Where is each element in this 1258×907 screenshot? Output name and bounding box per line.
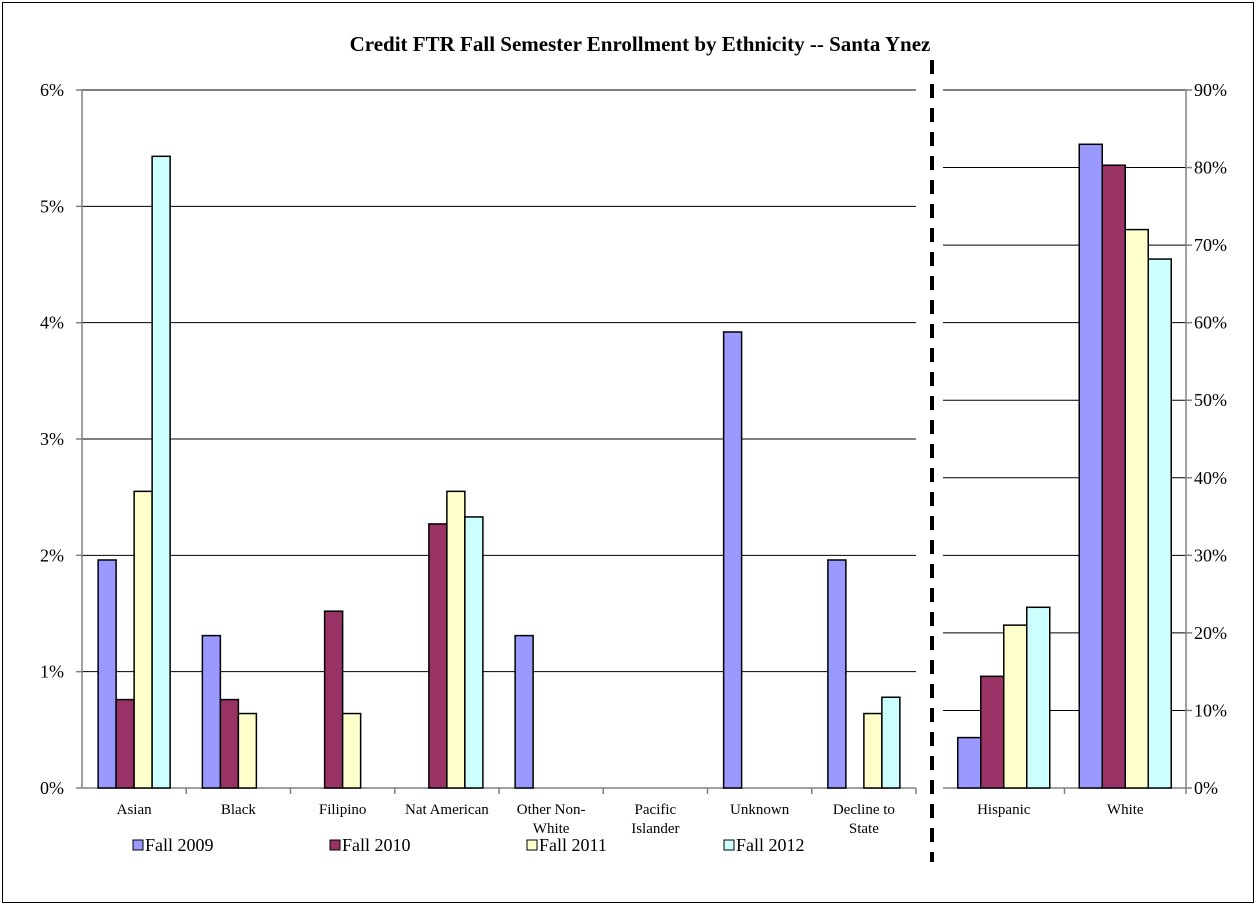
left-bar	[133, 490, 153, 789]
legend-label: Fall 2011	[539, 835, 607, 855]
left-y-tick-label: 4%	[40, 313, 64, 333]
left-bar	[323, 610, 344, 789]
right-y-tick-label: 50%	[1194, 390, 1227, 410]
left-bar	[446, 490, 466, 789]
legend-label: Fall 2010	[342, 835, 411, 855]
right-bar	[1003, 624, 1028, 789]
right-y-tick-label: 10%	[1194, 700, 1227, 720]
right-bar	[1026, 606, 1051, 789]
right-bar	[1101, 164, 1126, 789]
left-bar	[514, 634, 534, 789]
left-category-label: Nat American	[405, 802, 489, 818]
right-category-label: White	[1107, 802, 1144, 818]
left-bar	[115, 698, 135, 789]
chart-title: Credit FTR Fall Semester Enrollment by E…	[350, 32, 931, 56]
left-y-tick-label: 3%	[40, 429, 64, 449]
legend-label: Fall 2009	[145, 835, 214, 855]
right-y-tick-label: 80%	[1194, 158, 1227, 178]
right-y-tick-label: 60%	[1194, 313, 1227, 333]
left-category-label: Pacific	[635, 802, 677, 818]
left-bar	[201, 634, 222, 789]
legend-swatch	[132, 839, 144, 851]
right-y-tick-label: 30%	[1194, 545, 1227, 565]
right-y-tick-label: 40%	[1194, 468, 1227, 488]
left-category-label: Unknown	[730, 802, 790, 818]
right-y-tick-label: 70%	[1194, 235, 1227, 255]
left-category-label: State	[849, 821, 879, 837]
right-bar	[1078, 143, 1103, 789]
left-bar	[863, 712, 883, 789]
left-category-label: Filipino	[319, 802, 367, 818]
left-bar	[464, 516, 484, 789]
legend-swatch	[329, 839, 341, 851]
right-y-tick-label: 0%	[1194, 778, 1218, 798]
left-category-label: Black	[221, 802, 256, 818]
left-bar	[219, 698, 240, 789]
left-category-label: Islander	[631, 821, 679, 837]
left-y-tick-label: 1%	[40, 662, 64, 682]
right-bar	[1147, 258, 1172, 789]
left-category-label: White	[533, 821, 570, 837]
right-y-tick-label: 90%	[1194, 80, 1227, 100]
left-category-label: Decline to	[833, 802, 895, 818]
left-panel: 0% 1% 2% 3% 4% 5% 6% Asian Black Filipino Nat Amer…	[40, 80, 917, 837]
left-bar	[722, 331, 743, 789]
legend-label: Fall 2012	[736, 835, 805, 855]
left-category-label: Other Non-	[517, 802, 586, 818]
right-bar	[1124, 228, 1149, 789]
left-y-tick-label: 0%	[40, 778, 64, 798]
legend: Fall 2009 Fall 2010 Fall 2011 Fall 2012	[132, 835, 805, 855]
right-bar	[980, 675, 1005, 789]
right-bar	[957, 736, 982, 789]
left-bar	[341, 712, 362, 789]
right-y-tick-label: 20%	[1194, 623, 1227, 643]
left-y-tick-label: 5%	[40, 196, 64, 216]
legend-swatch	[526, 839, 538, 851]
left-y-tick-label: 2%	[40, 545, 64, 565]
left-bar	[881, 696, 901, 789]
left-y-tick-label: 6%	[40, 80, 64, 100]
left-bar	[237, 712, 258, 789]
left-category-label: Asian	[117, 802, 152, 818]
right-panel: 0% 10% 20% 30% 40% 50% 60% 70% 80% 90% Hispanic Whi…	[943, 80, 1227, 818]
left-bar	[428, 523, 448, 789]
left-bar	[827, 559, 847, 789]
left-bar	[97, 559, 117, 789]
left-bar	[151, 155, 171, 789]
right-category-label: Hispanic	[977, 802, 1031, 818]
legend-swatch	[723, 839, 735, 851]
